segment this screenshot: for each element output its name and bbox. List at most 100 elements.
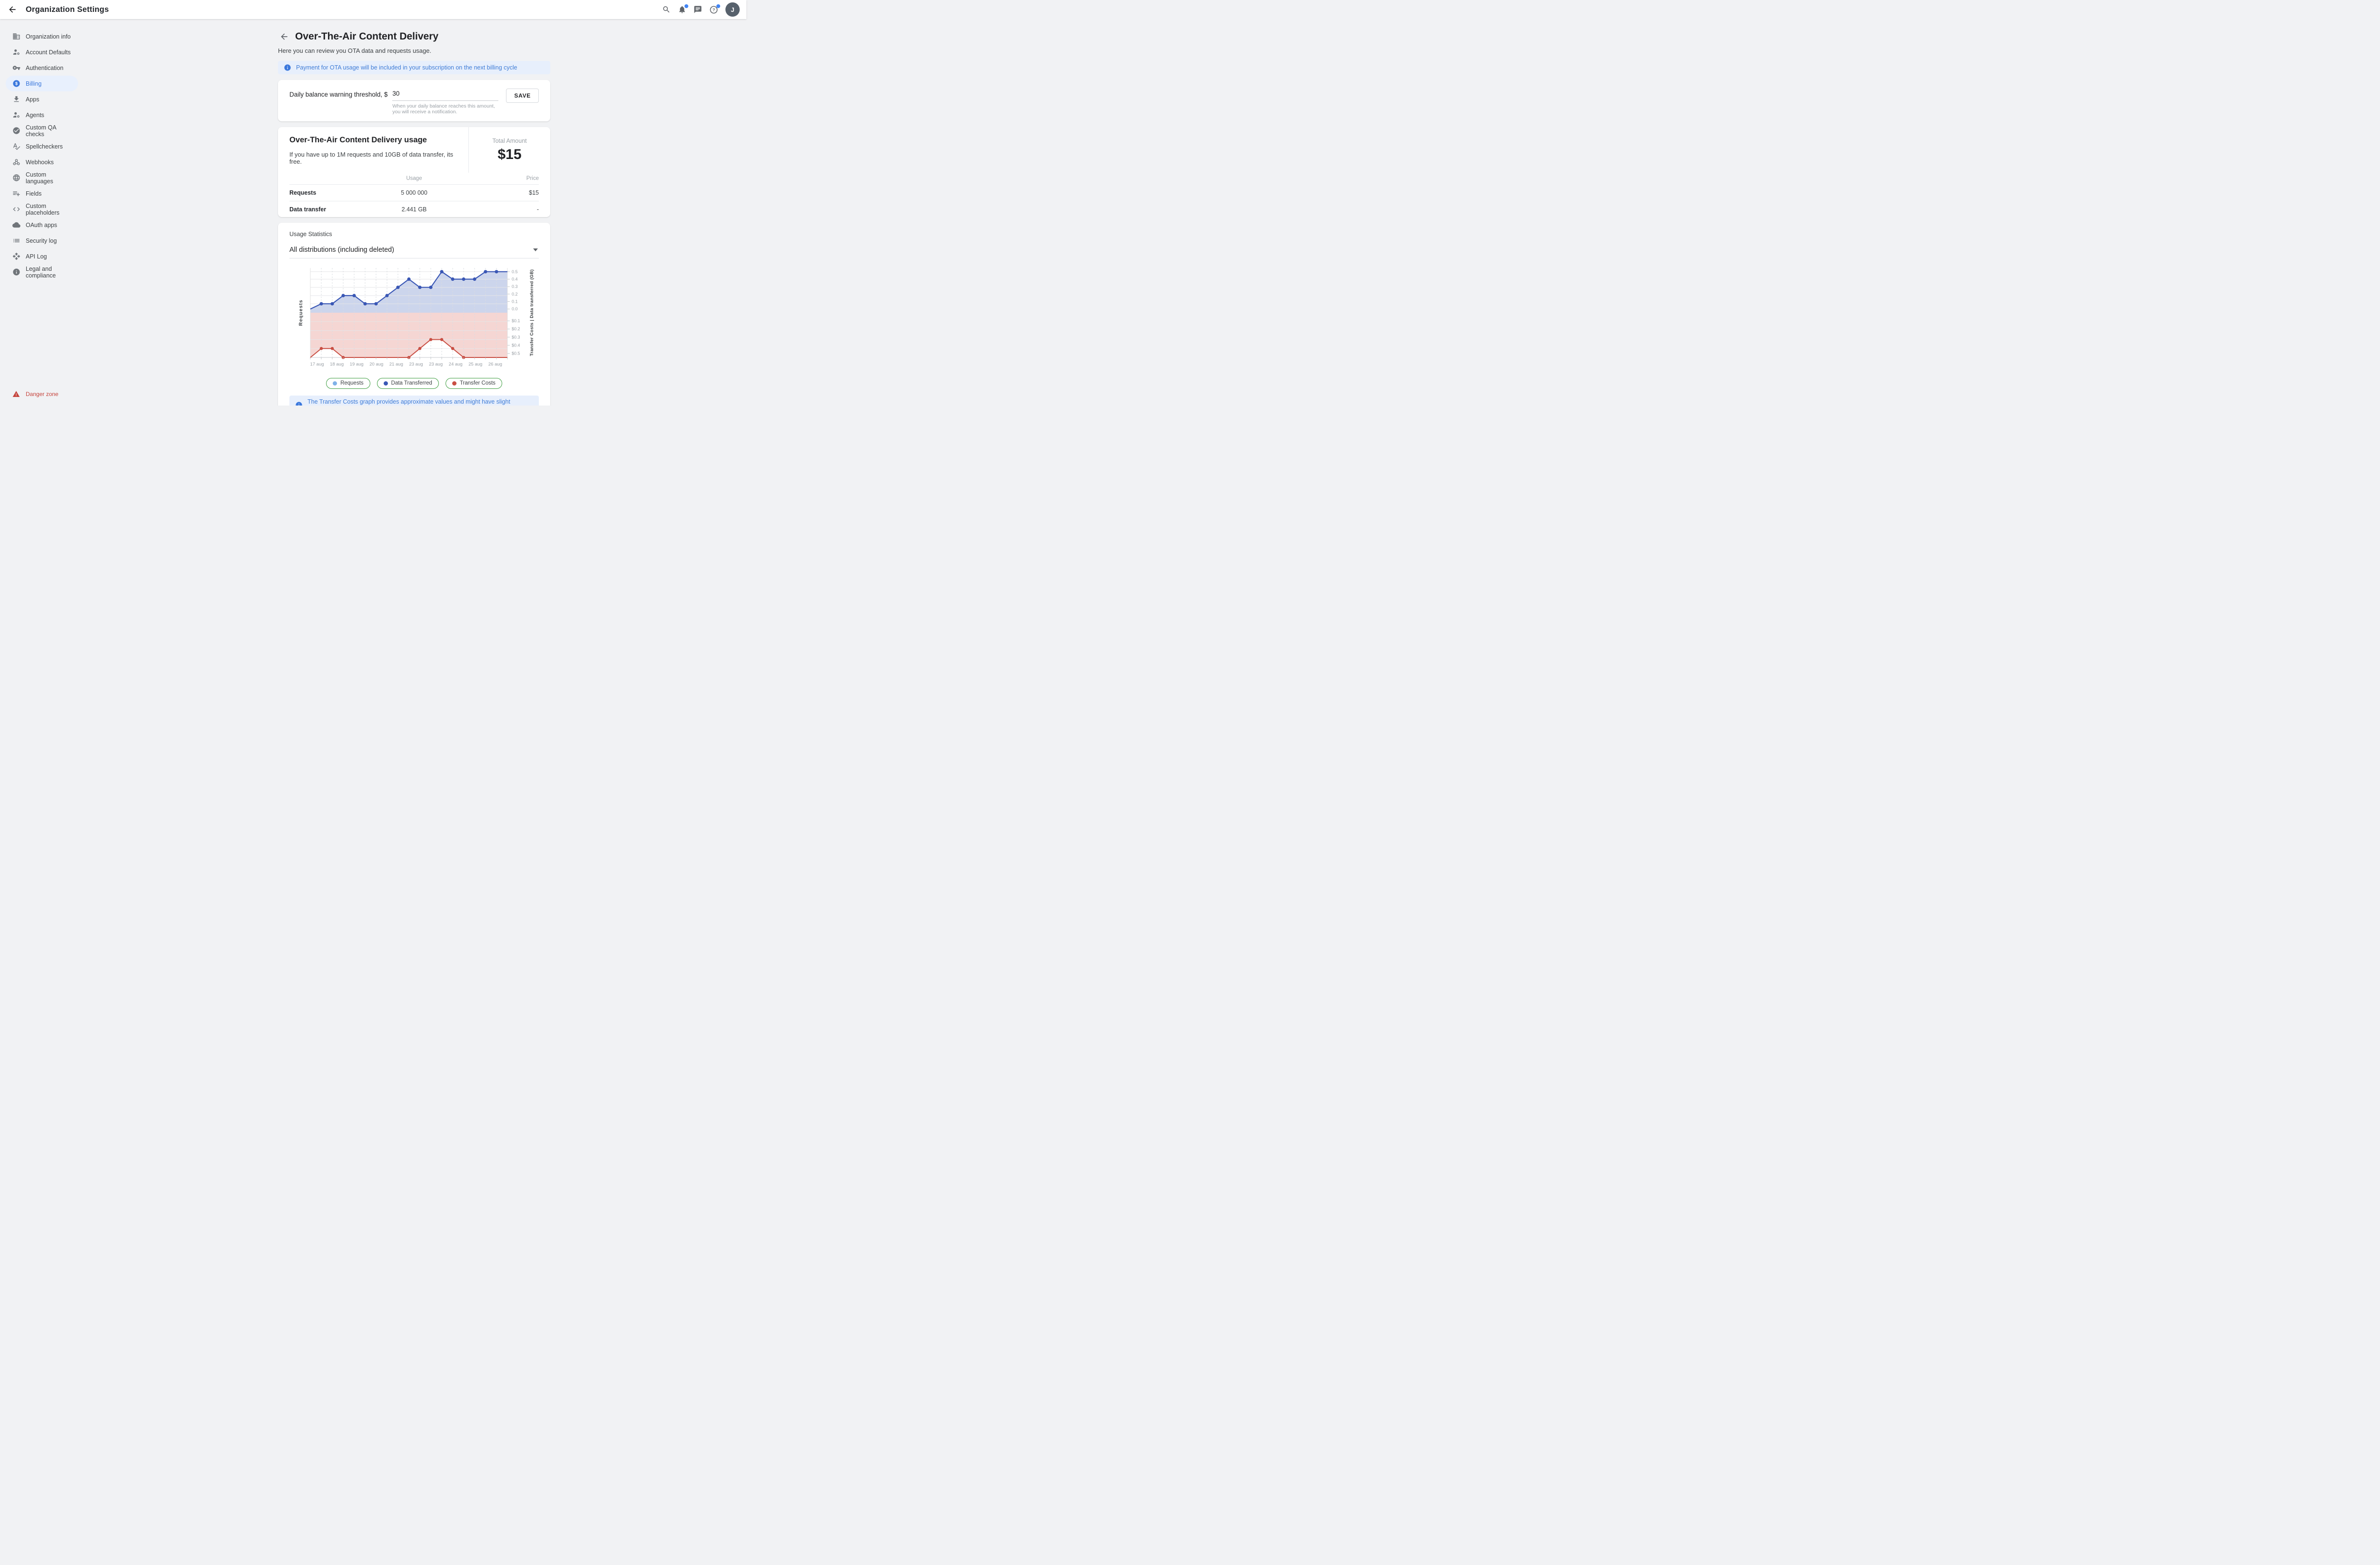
sidebar-item-label: Agents: [26, 111, 44, 119]
sidebar-item-api-log[interactable]: API Log: [6, 248, 78, 264]
total-amount-label: Total Amount: [492, 137, 527, 144]
domain-icon: [12, 32, 20, 40]
threshold-input[interactable]: [392, 89, 499, 101]
chart-legend: Requests Data Transferred Transfer Costs: [289, 378, 539, 389]
svg-text:Transfer Costs | Data transfer: Transfer Costs | Data transferred (GB): [529, 269, 535, 356]
svg-text:19 aug: 19 aug: [350, 362, 364, 367]
key-icon: [12, 64, 20, 72]
billing-cycle-banner: Payment for OTA usage will be included i…: [278, 61, 550, 74]
spellcheck-icon: [12, 142, 20, 150]
page-subtitle: Here you can review you OTA data and req…: [278, 47, 432, 54]
legend-label: Data Transferred: [391, 380, 432, 386]
svg-text:0.4: 0.4: [512, 277, 518, 282]
sidebar-item-label: Security log: [26, 237, 57, 244]
legend-chip-requests[interactable]: Requests: [326, 378, 370, 389]
legend-label: Requests: [340, 380, 364, 386]
sidebar: Organization info Account Defaults Authent…: [0, 19, 95, 406]
sidebar-item-custom-languages[interactable]: Custom languages: [6, 170, 78, 186]
statistics-heading: Usage Statistics: [289, 231, 332, 238]
svg-text:0.0: 0.0: [512, 307, 518, 311]
statistics-card: Usage Statistics All distributions (incl…: [278, 223, 550, 406]
sidebar-item-oauth-apps[interactable]: OAuth apps: [6, 217, 78, 233]
svg-text:0.1: 0.1: [512, 299, 518, 304]
messages-button[interactable]: [694, 5, 702, 14]
svg-text:26 aug: 26 aug: [488, 362, 502, 367]
sidebar-item-billing[interactable]: Billing: [6, 76, 78, 91]
sidebar-item-custom-placeholders[interactable]: Custom placeholders: [6, 201, 78, 217]
threshold-label: Daily balance warning threshold, $: [289, 91, 388, 98]
sidebar-item-authentication[interactable]: Authentication: [6, 60, 78, 76]
back-button[interactable]: [8, 5, 17, 14]
chat-icon: [694, 5, 702, 14]
globe-icon: [12, 174, 20, 182]
transfer-costs-dot-icon: [452, 381, 456, 386]
svg-text:$0.1: $0.1: [512, 318, 520, 323]
sidebar-item-webhooks[interactable]: Webhooks: [6, 154, 78, 170]
legend-chip-transfer-costs[interactable]: Transfer Costs: [445, 378, 502, 389]
svg-text:24 aug: 24 aug: [449, 362, 463, 367]
svg-text:?: ?: [713, 7, 715, 12]
svg-text:$0.2: $0.2: [512, 327, 520, 331]
download-icon: [12, 95, 20, 103]
sidebar-item-agents[interactable]: Agents: [6, 107, 78, 123]
open-with-icon: [12, 252, 20, 260]
requests-dot-icon: [333, 381, 337, 386]
sidebar-item-label: Billing: [26, 80, 42, 87]
warning-icon: [12, 390, 26, 398]
help-icon: ?: [709, 5, 718, 14]
check-circle-icon: [12, 127, 20, 135]
search-button[interactable]: [662, 5, 671, 14]
svg-text:25 aug: 25 aug: [468, 362, 482, 367]
help-button[interactable]: ?: [709, 4, 720, 14]
sidebar-item-custom-qa-checks[interactable]: Custom QA checks: [6, 123, 78, 139]
sidebar-nav-list: Organization info Account Defaults Authent…: [6, 29, 95, 280]
sidebar-item-security-log[interactable]: Security log: [6, 233, 78, 248]
sidebar-item-spellcheckers[interactable]: Spellcheckers: [6, 139, 78, 154]
manage-accounts-icon: [12, 111, 20, 119]
svg-text:Requests: Requests: [298, 299, 304, 326]
page-back-arrow-icon: [279, 32, 289, 41]
table-row-requests: Requests 5 000 000 $15: [289, 189, 539, 196]
list-icon: [12, 237, 20, 245]
avatar[interactable]: J: [725, 2, 740, 17]
info-icon: [284, 64, 291, 71]
topbar: Organization Settings ? J: [0, 0, 746, 19]
manage-accounts-icon: [12, 48, 20, 56]
sidebar-item-label: Legal and compliance: [26, 265, 56, 279]
usage-chart: 0.5 0.4 0.3 0.2 0.1 0.0 $0.1 $0.2 $0.3 $0.4 $0.5 17…: [298, 268, 535, 367]
page-back-button[interactable]: [278, 30, 290, 43]
sidebar-item-legal-and-compliance[interactable]: Legal and compliance: [6, 264, 78, 280]
playlist-add-icon: [12, 189, 20, 198]
legend-chip-data-transferred[interactable]: Data Transferred: [377, 378, 439, 389]
distribution-select[interactable]: All distributions (including deleted): [289, 240, 539, 258]
distribution-select-value: All distributions (including deleted): [289, 246, 395, 254]
sidebar-item-organization-info[interactable]: Organization info: [6, 29, 78, 44]
sidebar-item-label: Custom placeholders: [26, 202, 60, 216]
sidebar-item-danger-zone[interactable]: Danger zone: [6, 390, 95, 398]
chevron-down-icon: [533, 248, 538, 251]
svg-text:0.3: 0.3: [512, 284, 518, 289]
sidebar-item-label: API Log: [26, 253, 47, 260]
sidebar-item-fields[interactable]: Fields: [6, 186, 78, 201]
bell-icon: [678, 5, 686, 14]
main-area: Over-The-Air Content Delivery Here you c…: [95, 19, 746, 406]
save-button[interactable]: SAVE: [506, 89, 539, 103]
svg-text:21 aug: 21 aug: [389, 362, 403, 367]
page-title: Over-The-Air Content Delivery: [295, 31, 439, 42]
svg-text:23 aug: 23 aug: [429, 362, 443, 367]
transfer-costs-banner-text: The Transfer Costs graph provides approx…: [307, 398, 510, 406]
transfer-costs-banner: The Transfer Costs graph provides approx…: [289, 396, 539, 406]
sidebar-item-account-defaults[interactable]: Account Defaults: [6, 44, 78, 60]
column-header-price: Price: [526, 176, 539, 181]
sidebar-item-label: Custom languages: [26, 171, 53, 185]
notifications-button[interactable]: [678, 4, 688, 14]
danger-zone-label: Danger zone: [26, 391, 59, 397]
usage-card: Over-The-Air Content Delivery usage If y…: [278, 127, 550, 217]
svg-text:18 aug: 18 aug: [330, 362, 344, 367]
sidebar-item-apps[interactable]: Apps: [6, 91, 78, 107]
app-title: Organization Settings: [26, 5, 109, 14]
total-amount-block: Total Amount $15: [468, 127, 550, 173]
search-icon: [662, 5, 671, 14]
paid-icon: [12, 79, 20, 88]
usage-heading: Over-The-Air Content Delivery usage: [289, 136, 427, 144]
